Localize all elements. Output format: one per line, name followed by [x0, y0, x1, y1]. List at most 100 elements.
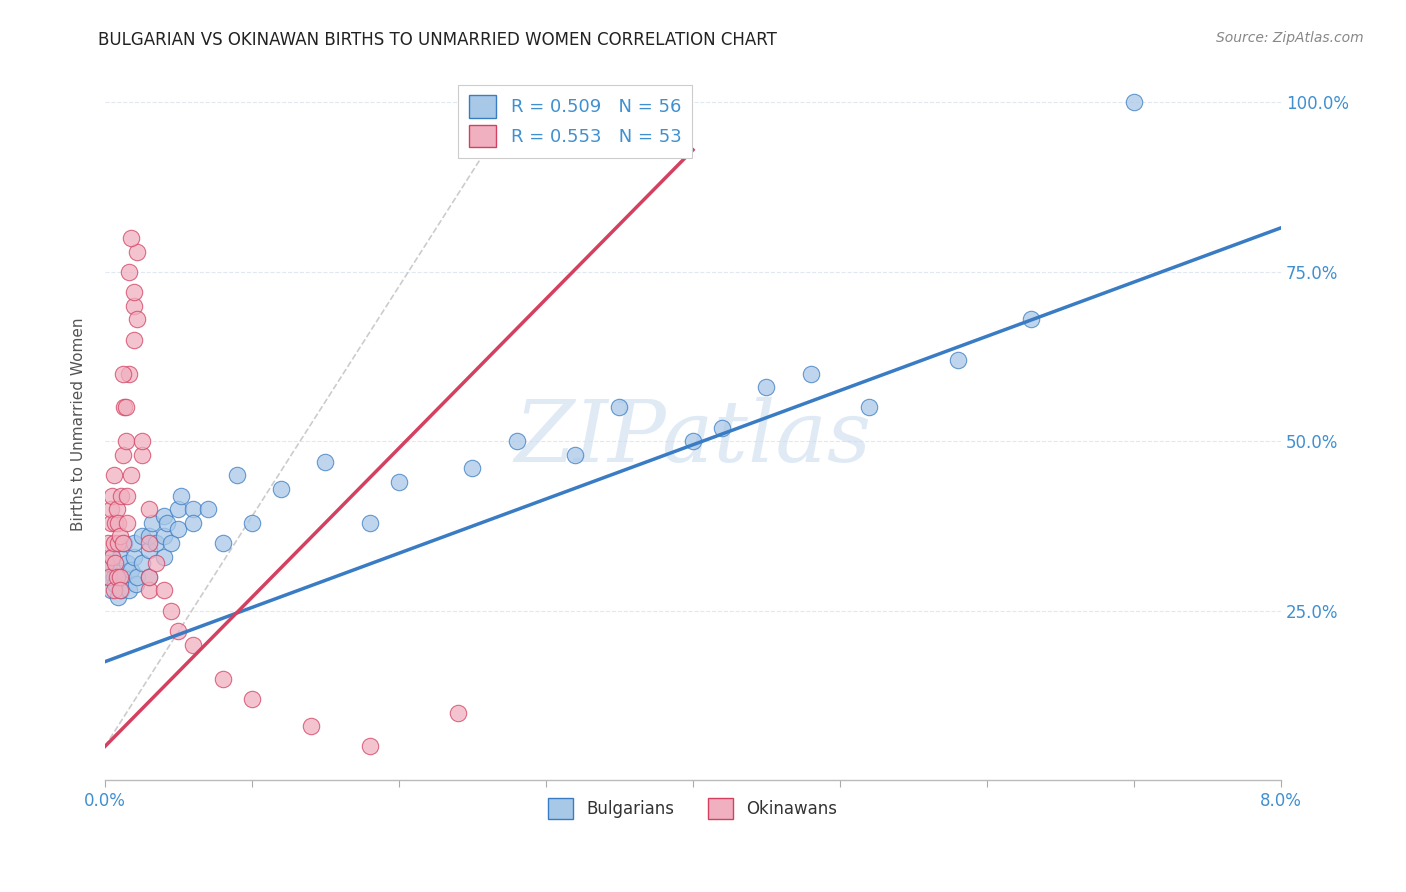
Point: [505, 434, 527, 449]
Y-axis label: Births to Unmarried Women: Births to Unmarried Women: [72, 318, 86, 531]
Point: [167, 523, 190, 537]
Point: [388, 475, 411, 489]
Point: [117, 265, 139, 279]
Point: [108, 529, 131, 543]
Point: [156, 516, 179, 530]
Point: [1123, 95, 1146, 110]
Point: [110, 489, 132, 503]
Point: [160, 604, 183, 618]
Point: [104, 516, 127, 530]
Legend: Bulgarians, Okinawans: Bulgarians, Okinawans: [541, 792, 844, 825]
Point: [104, 576, 127, 591]
Point: [108, 583, 131, 598]
Point: [124, 299, 146, 313]
Point: [299, 719, 322, 733]
Point: [111, 536, 134, 550]
Point: [103, 468, 125, 483]
Point: [104, 557, 127, 571]
Point: [1019, 312, 1042, 326]
Point: [120, 563, 142, 577]
Point: [946, 353, 969, 368]
Point: [111, 570, 134, 584]
Point: [359, 516, 381, 530]
Point: [461, 461, 484, 475]
Point: [240, 692, 263, 706]
Point: [124, 549, 146, 564]
Point: [145, 536, 167, 550]
Point: [117, 367, 139, 381]
Point: [120, 468, 142, 483]
Point: [100, 583, 122, 598]
Point: [107, 591, 129, 605]
Point: [138, 570, 160, 584]
Point: [124, 285, 146, 300]
Point: [100, 502, 122, 516]
Point: [98, 570, 121, 584]
Point: [181, 516, 204, 530]
Text: Source: ZipAtlas.com: Source: ZipAtlas.com: [1216, 31, 1364, 45]
Point: [131, 448, 153, 462]
Point: [141, 516, 163, 530]
Point: [755, 380, 778, 394]
Point: [800, 367, 823, 381]
Point: [105, 570, 128, 584]
Point: [101, 489, 124, 503]
Point: [105, 563, 128, 577]
Point: [127, 570, 149, 584]
Point: [564, 448, 586, 462]
Point: [103, 583, 125, 598]
Point: [97, 536, 120, 550]
Point: [152, 508, 174, 523]
Point: [609, 401, 631, 415]
Point: [108, 549, 131, 564]
Point: [100, 516, 122, 530]
Point: [152, 529, 174, 543]
Point: [110, 583, 132, 598]
Point: [124, 536, 146, 550]
Point: [120, 231, 142, 245]
Point: [115, 489, 138, 503]
Point: [138, 542, 160, 557]
Point: [211, 536, 233, 550]
Point: [101, 549, 124, 564]
Point: [127, 312, 149, 326]
Point: [858, 401, 880, 415]
Point: [138, 583, 160, 598]
Point: [114, 401, 136, 415]
Point: [152, 583, 174, 598]
Point: [138, 536, 160, 550]
Point: [117, 583, 139, 598]
Point: [138, 529, 160, 543]
Point: [359, 739, 381, 754]
Point: [240, 516, 263, 530]
Point: [112, 536, 135, 550]
Point: [127, 244, 149, 259]
Point: [131, 557, 153, 571]
Point: [131, 529, 153, 543]
Point: [181, 638, 204, 652]
Point: [124, 333, 146, 347]
Point: [160, 536, 183, 550]
Point: [125, 576, 148, 591]
Point: [115, 557, 138, 571]
Point: [211, 672, 233, 686]
Point: [112, 401, 135, 415]
Point: [115, 516, 138, 530]
Point: [98, 557, 121, 571]
Point: [138, 502, 160, 516]
Point: [103, 536, 125, 550]
Point: [107, 516, 129, 530]
Text: BULGARIAN VS OKINAWAN BIRTHS TO UNMARRIED WOMEN CORRELATION CHART: BULGARIAN VS OKINAWAN BIRTHS TO UNMARRIE…: [98, 31, 778, 49]
Point: [145, 557, 167, 571]
Point: [114, 434, 136, 449]
Point: [270, 482, 292, 496]
Point: [447, 706, 470, 720]
Point: [107, 536, 129, 550]
Point: [103, 570, 125, 584]
Point: [197, 502, 219, 516]
Point: [96, 557, 118, 571]
Point: [152, 549, 174, 564]
Point: [682, 434, 704, 449]
Point: [226, 468, 249, 483]
Point: [108, 570, 131, 584]
